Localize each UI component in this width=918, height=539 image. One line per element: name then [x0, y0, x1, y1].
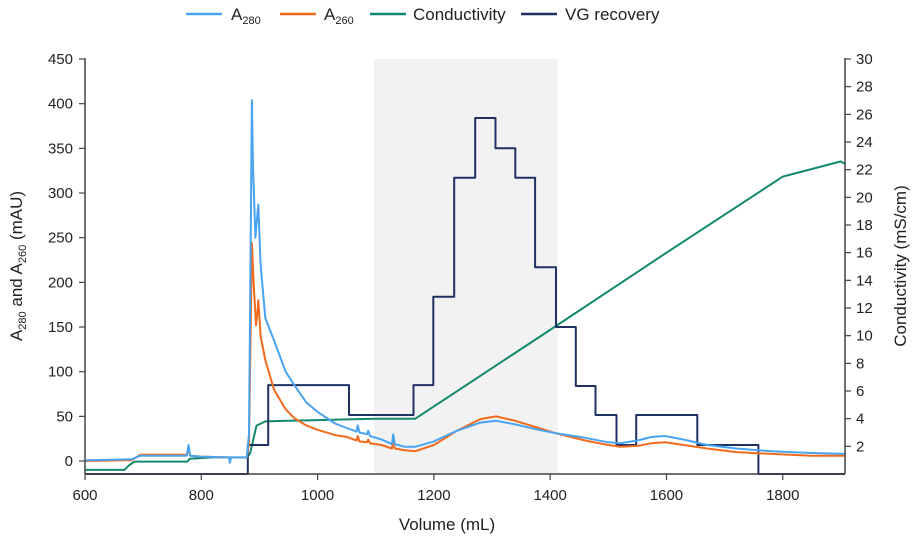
legend-label-vg-recovery: VG recovery — [565, 5, 660, 24]
y2-tick-label: 22 — [856, 162, 873, 179]
series-a280 — [84, 99, 846, 464]
x-tick-label: 600 — [72, 487, 97, 504]
legend-item-a280[interactable]: A280 — [186, 5, 261, 27]
x-tick-label: 1200 — [417, 487, 450, 504]
axes-layer: 600 800 1000 1200 1400 1600 1800 0 50 100 150 200 25… — [48, 51, 873, 504]
shaded-region — [373, 59, 558, 474]
y2-tick-label: 24 — [856, 134, 873, 151]
legend-label-a280: A280 — [231, 5, 261, 27]
y2-tick-label: 8 — [856, 355, 864, 372]
y2-tick-label: 26 — [856, 106, 873, 123]
y2-tick-label: 12 — [856, 300, 873, 317]
legend-item-a260[interactable]: A260 — [280, 5, 354, 27]
y2-tick-label: 2 — [856, 438, 864, 455]
y-axis-title: A280 and A260 (mAU) — [7, 191, 29, 341]
y2-tick-label: 14 — [856, 272, 873, 289]
y2-axis-title: Conductivity (mS/cm) — [891, 185, 910, 347]
x-tick-label: 1600 — [650, 487, 683, 504]
y-tick-label: 150 — [48, 319, 73, 336]
y-tick-label: 0 — [65, 453, 73, 470]
legend-label-a260: A260 — [324, 5, 354, 27]
y2-tick-label: 28 — [856, 79, 873, 96]
y2-tick-label: 6 — [856, 383, 864, 400]
series-conductivity — [85, 160, 846, 471]
y2-tick-label: 30 — [856, 51, 873, 68]
y-tick-label: 300 — [48, 185, 73, 202]
x-axis-title: Volume (mL) — [399, 515, 495, 534]
x-tick-label: 800 — [189, 487, 214, 504]
legend: A280 A260 Conductivity VG recovery — [186, 5, 660, 27]
y-tick-label: 450 — [48, 51, 73, 68]
y-tick-label: 250 — [48, 230, 73, 247]
x-tick-label: 1000 — [301, 487, 334, 504]
y-tick-label: 100 — [48, 364, 73, 381]
y-tick-label: 400 — [48, 96, 73, 113]
y2-tick-label: 4 — [856, 411, 864, 428]
x-tick-label: 1800 — [766, 487, 799, 504]
y-tick-label: 350 — [48, 140, 73, 157]
series-layer — [84, 99, 846, 475]
y2-tick-label: 16 — [856, 245, 873, 262]
legend-label-conductivity: Conductivity — [413, 5, 506, 24]
legend-item-vg-recovery[interactable]: VG recovery — [521, 5, 660, 24]
y2-tick-label: 18 — [856, 217, 873, 234]
y-tick-label: 50 — [56, 408, 73, 425]
x-tick-label: 1400 — [533, 487, 566, 504]
y2-tick-label: 10 — [856, 328, 873, 345]
legend-item-conductivity[interactable]: Conductivity — [370, 5, 506, 24]
y-tick-label: 200 — [48, 274, 73, 291]
y2-tick-label: 20 — [856, 189, 873, 206]
